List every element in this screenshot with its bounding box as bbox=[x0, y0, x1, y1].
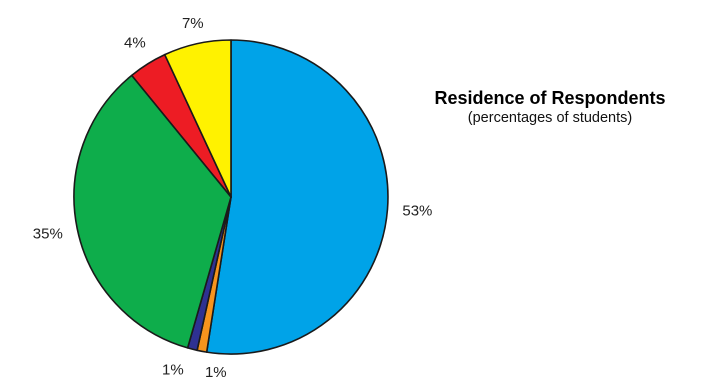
pie-slice-label-0: 53% bbox=[402, 202, 432, 219]
pie-slice-label-2: 1% bbox=[162, 361, 184, 378]
pie-slice-label-5: 7% bbox=[182, 15, 204, 32]
pie-slice-label-1: 1% bbox=[205, 364, 227, 381]
pie-slice-0 bbox=[205, 39, 389, 355]
chart-subtitle: (percentages of students) bbox=[467, 110, 633, 126]
pie-slice-label-3: 35% bbox=[33, 226, 63, 243]
chart-title: Residence of Respondents bbox=[434, 88, 666, 108]
pie-labels: 53% 1% 1% 35% 4% 7% bbox=[33, 15, 433, 381]
pie-slice-3 bbox=[73, 74, 232, 349]
pie-slice-5 bbox=[163, 39, 232, 198]
pie-slices bbox=[73, 39, 389, 355]
pie-slice-label-4: 4% bbox=[124, 35, 146, 52]
